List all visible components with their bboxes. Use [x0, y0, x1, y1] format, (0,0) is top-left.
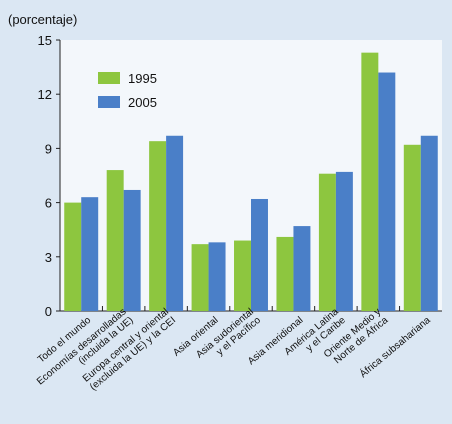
y-tick-label: 9: [45, 141, 52, 156]
y-tick-label: 15: [38, 33, 52, 48]
bar: [234, 240, 251, 311]
bar: [276, 236, 294, 311]
bar: [335, 171, 353, 311]
bar: [420, 135, 438, 311]
legend-label: 1995: [128, 71, 157, 86]
legend-swatch: [98, 96, 120, 108]
bar: [191, 244, 209, 311]
bar: [293, 226, 311, 311]
bar: [123, 189, 141, 311]
bar: [378, 72, 396, 312]
bar: [81, 197, 99, 311]
y-tick-label: 12: [38, 87, 52, 102]
legend-swatch: [98, 72, 120, 84]
y-tick-label: 0: [45, 304, 52, 319]
bar: [318, 173, 336, 311]
bar: [361, 52, 379, 311]
bar: [149, 141, 167, 311]
bar: [106, 170, 124, 311]
bar: [251, 198, 268, 311]
bar: [166, 135, 184, 311]
y-tick-label: 3: [45, 250, 52, 265]
y-axis-label: (porcentaje): [8, 12, 77, 27]
bar: [64, 202, 82, 311]
legend-label: 2005: [128, 95, 157, 110]
bar: [208, 242, 226, 311]
bar: [403, 144, 421, 311]
y-tick-label: 6: [45, 196, 52, 211]
